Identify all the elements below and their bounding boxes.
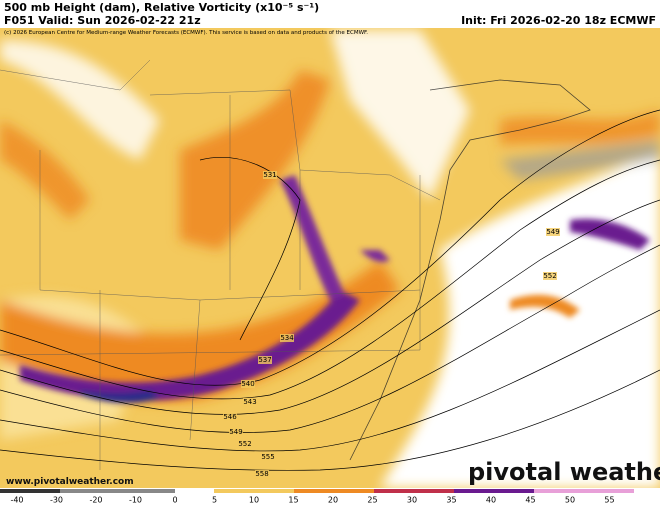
init-time: Init: Fri 2026-02-20 18z ECMWF — [461, 14, 656, 27]
contour-label: 552 — [238, 440, 251, 448]
colorbar-tick: 25 — [367, 496, 377, 505]
colorbar-tick: 15 — [288, 496, 298, 505]
contour-label-bg — [543, 272, 557, 280]
valid-time: F051 Valid: Sun 2026-02-22 21z — [4, 14, 201, 27]
contour-label: 540 — [241, 380, 254, 388]
contour-label: 549 — [229, 428, 242, 436]
copyright: (c) 2026 European Centre for Medium-rang… — [4, 30, 368, 36]
contour-label-bg — [258, 356, 272, 364]
colorbar-tick: -20 — [89, 496, 102, 505]
colorbar-tick: 55 — [604, 496, 614, 505]
contour-label-bg — [238, 440, 252, 448]
colorbar-tick: 40 — [486, 496, 496, 505]
contour-label: 558 — [255, 470, 268, 478]
contour-label-bg — [546, 228, 560, 236]
colorbar-tick: 30 — [407, 496, 417, 505]
colorbar-tick: 20 — [328, 496, 338, 505]
colorbar-tick: 45 — [525, 496, 535, 505]
contour-label: 549 — [546, 228, 559, 236]
contour-label: 555 — [261, 453, 274, 461]
colorbar-tick: 0 — [172, 496, 177, 505]
url: www.pivotalweather.com — [6, 477, 134, 487]
contour-label-bg — [255, 470, 269, 478]
contour-label: 543 — [243, 398, 256, 406]
colorbar-tick: 10 — [249, 496, 259, 505]
colorbar-tick: 50 — [565, 496, 575, 505]
colorbar-tick: -40 — [10, 496, 23, 505]
contour-label-bg — [261, 453, 275, 461]
colorbar-tick: -30 — [50, 496, 63, 505]
contour-label-bg — [280, 334, 294, 342]
colorbar-tick: 5 — [212, 496, 217, 505]
title: 500 mb Height (dam), Relative Vorticity … — [4, 1, 319, 14]
colorbar-tick: -10 — [129, 496, 142, 505]
contour-label-bg — [241, 380, 255, 388]
contour-label: 537 — [258, 356, 271, 364]
contour-label: 531 — [263, 171, 276, 179]
map: 531 534 537 540 543 546 549 552 555 558 549 552 — [0, 28, 660, 488]
contour-label-bg — [223, 413, 237, 421]
contour-label-bg — [229, 428, 243, 436]
contour-label-bg — [243, 398, 257, 406]
colorbar: -40 -30 -20 -10 0 5 10 15 20 25 30 35 40 45 50 55 — [0, 488, 660, 510]
contour-label: 534 — [280, 334, 294, 342]
watermark: pivotal weather — [468, 458, 660, 486]
contour-label: 552 — [543, 272, 556, 280]
colorbar-tick: 35 — [446, 496, 456, 505]
contour-label: 546 — [223, 413, 237, 421]
contour-label-bg — [263, 171, 277, 179]
